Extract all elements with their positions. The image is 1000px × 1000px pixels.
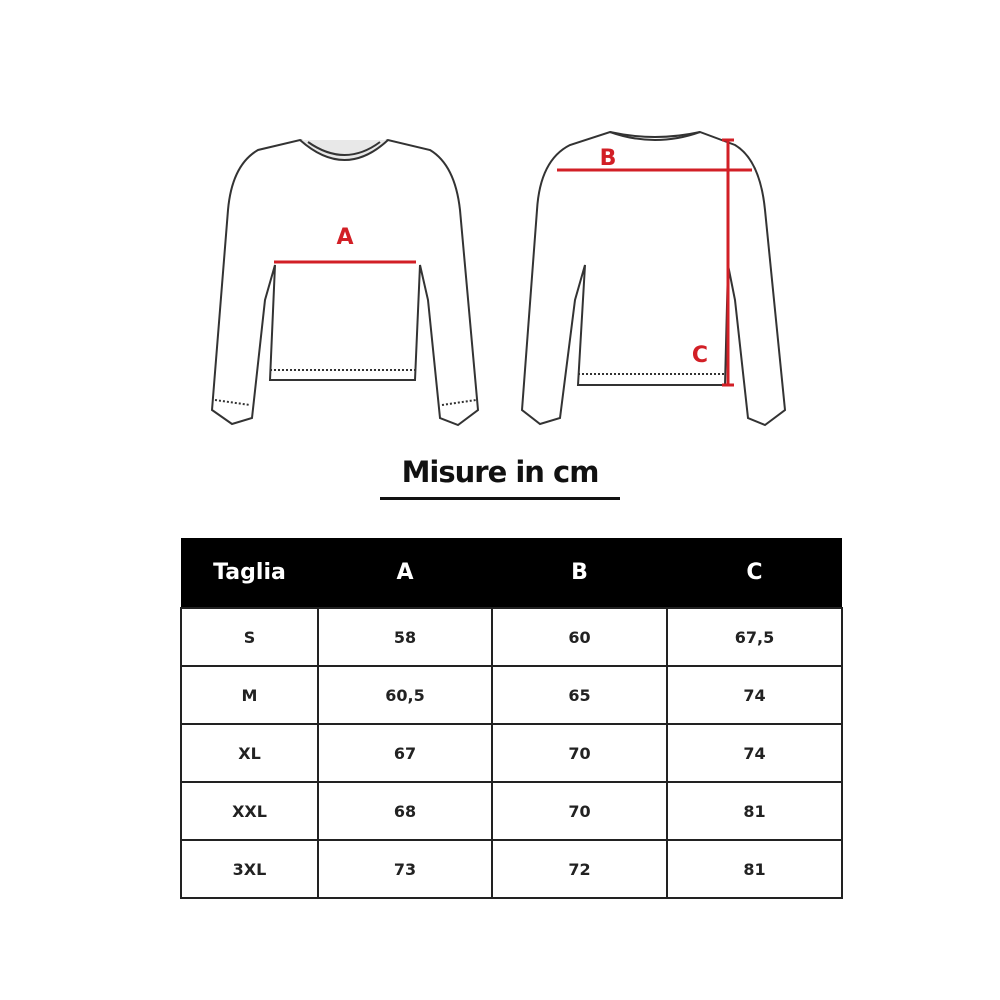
measure-cell: 72 xyxy=(491,839,668,899)
measure-cell: 81 xyxy=(666,781,843,841)
table-row: S 58 60 67,5 xyxy=(180,607,843,667)
table-row: XL 67 70 74 xyxy=(180,723,843,783)
measure-cell: 58 xyxy=(317,607,493,667)
size-cell: XL xyxy=(180,723,319,783)
table-row: XXL 68 70 81 xyxy=(180,781,843,841)
label-a: A xyxy=(336,225,353,250)
measure-cell: 81 xyxy=(666,839,843,899)
back-measure-b-c: B C xyxy=(557,138,752,387)
measure-cell: 74 xyxy=(666,665,843,725)
label-c: C xyxy=(692,343,708,368)
title-underline xyxy=(380,497,620,500)
measure-cell: 67 xyxy=(317,723,493,783)
front-measure-a: A xyxy=(274,225,416,264)
measure-cell: 60 xyxy=(491,607,668,667)
measure-cell: 70 xyxy=(491,723,668,783)
size-cell: S xyxy=(180,607,319,667)
size-cell: XXL xyxy=(180,781,319,841)
front-shirt-illustration xyxy=(210,138,480,427)
shirt-diagrams: A B C xyxy=(210,130,787,427)
size-table: Taglia A B C S 58 60 67,5 M 60,5 65 74 XL 67 70 74 X… xyxy=(180,538,843,899)
measure-cell: 73 xyxy=(317,839,493,899)
size-cell: M xyxy=(180,665,319,725)
table-header-row: Taglia A B C xyxy=(181,538,842,608)
measure-cell: 74 xyxy=(666,723,843,783)
measure-cell: 68 xyxy=(317,781,493,841)
page-title: Misure in cm xyxy=(401,455,600,489)
header-a: A xyxy=(318,538,492,608)
header-b: B xyxy=(492,538,667,608)
header-c: C xyxy=(667,538,842,608)
table-row: 3XL 73 72 81 xyxy=(180,839,843,899)
size-cell: 3XL xyxy=(180,839,319,899)
back-shirt-illustration xyxy=(520,130,787,427)
label-b: B xyxy=(600,146,617,171)
header-size: Taglia xyxy=(181,538,318,608)
measure-cell: 70 xyxy=(491,781,668,841)
measure-cell: 65 xyxy=(491,665,668,725)
measure-cell: 60,5 xyxy=(317,665,493,725)
table-row: M 60,5 65 74 xyxy=(180,665,843,725)
measure-cell: 67,5 xyxy=(666,607,843,667)
